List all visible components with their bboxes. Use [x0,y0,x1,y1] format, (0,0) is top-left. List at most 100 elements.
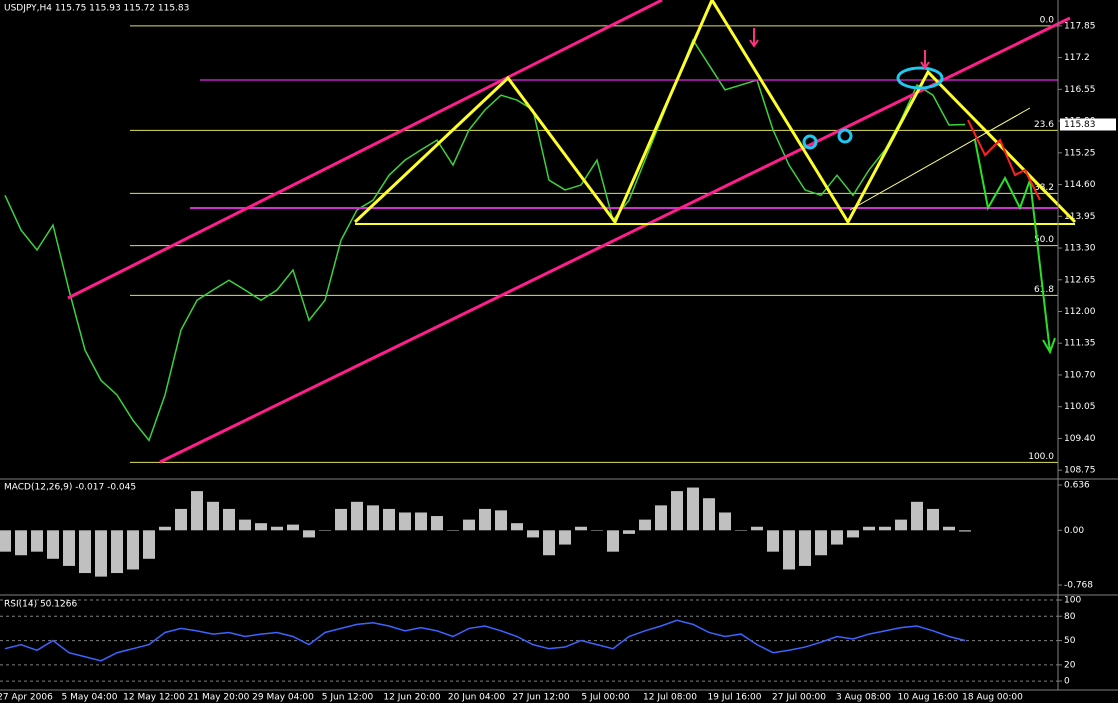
bar [15,530,27,556]
x-tick-label: 20 Jun 04:00 [448,693,505,703]
bar [767,530,779,552]
x-tick-label: 5 Jun 12:00 [322,693,374,703]
bar [399,512,411,531]
bar [0,530,11,552]
bar [543,530,555,556]
y-tick-label: 112.00 [1064,307,1096,317]
bar [111,530,123,574]
bar [655,505,667,531]
zigzag-pattern [353,0,1077,226]
y-tick-label: 80 [1064,612,1076,622]
bar [831,530,843,545]
arrow-head [1042,337,1056,355]
bar [303,530,315,538]
bar [879,526,891,531]
rsi-title: RSI(14) 50.1266 [4,600,77,610]
bar [671,491,683,531]
bar [559,530,571,545]
plot-area: 117.85117.2116.55115.90115.25114.60113.9… [0,15,1116,703]
price-marker-label: 115.83 [1064,120,1096,130]
bar [623,530,635,534]
bar [175,508,187,531]
x-tick-label: 27 Jul 00:00 [772,693,826,703]
x-tick-label: 5 Jul 00:00 [581,693,630,703]
fib-label: 23.6 [1034,120,1054,130]
x-tick-label: 29 May 04:00 [252,693,314,703]
bar [943,526,955,531]
price-title: USDJPY,H4 115.75 115.93 115.72 115.83 [4,4,189,14]
bar [31,530,43,552]
bar [959,530,971,532]
fib-label: 50.0 [1034,235,1054,245]
fib-label: 38.2 [1034,183,1054,193]
y-tick-label: 113.95 [1064,212,1096,222]
bar [191,491,203,531]
series-line [4,38,966,442]
bar [607,530,619,552]
bar [431,516,443,531]
bar [703,498,715,531]
bar [927,508,939,531]
bar [463,519,475,531]
bar [335,508,347,531]
highlight-ellipse [896,66,944,90]
bar [591,530,603,531]
projection-green [974,139,1051,353]
bar [255,523,267,531]
bar [799,530,811,566]
bar [127,530,139,570]
y-tick-label: 114.60 [1064,180,1096,190]
projection-red [967,119,1041,201]
y-tick-label: 113.30 [1064,244,1096,254]
bar [495,510,507,531]
bar [319,530,331,531]
y-tick-label: 115.25 [1064,148,1096,158]
x-tick-label: 19 Jul 16:00 [708,693,762,703]
y-tick-label: 111.35 [1064,339,1096,349]
bar [159,526,171,531]
x-tick-label: 12 Jun 20:00 [383,693,440,703]
bar [47,530,59,559]
bar [911,501,923,531]
fib-label: 0.0 [1040,15,1055,25]
annotations [67,0,1077,464]
bar [95,530,107,577]
bar [351,501,363,531]
y-tick-label: 0.00 [1064,526,1084,536]
y-tick-label: 117.2 [1064,53,1090,63]
y-tick-label: 0 [1064,677,1070,687]
bar [479,508,491,531]
x-tick-label: 10 Aug 16:00 [898,693,959,703]
y-tick-label: 20 [1064,660,1076,670]
y-tick-label: 50 [1064,636,1076,646]
bar [79,530,91,574]
bar [847,530,859,538]
x-tick-label: 18 Aug 00:00 [962,693,1023,703]
marker-arrow [749,28,759,48]
bar [527,530,539,538]
bar [415,512,427,531]
bar [735,530,747,531]
bar [815,530,827,556]
x-tick-label: 21 May 20:00 [188,693,250,703]
y-tick-label: 0.636 [1064,480,1090,490]
x-tick-label: 5 May 04:00 [62,693,118,703]
x-tick-label: 12 Jul 08:00 [643,693,697,703]
x-tick-label: 3 Aug 08:00 [836,693,891,703]
bar [751,526,763,531]
price-marker [1060,118,1116,131]
x-tick-label: 27 Jun 12:00 [512,693,569,703]
bar [639,519,651,531]
y-tick-label: 117.85 [1064,21,1096,31]
bar [383,508,395,531]
bar [239,519,251,531]
bar [511,523,523,531]
bar [687,487,699,531]
x-tick-label: 27 Apr 2006 [0,693,53,703]
marker-arrow [920,50,930,70]
y-tick-label: -0.768 [1064,581,1093,591]
series-line [4,619,966,662]
bar [895,519,907,531]
